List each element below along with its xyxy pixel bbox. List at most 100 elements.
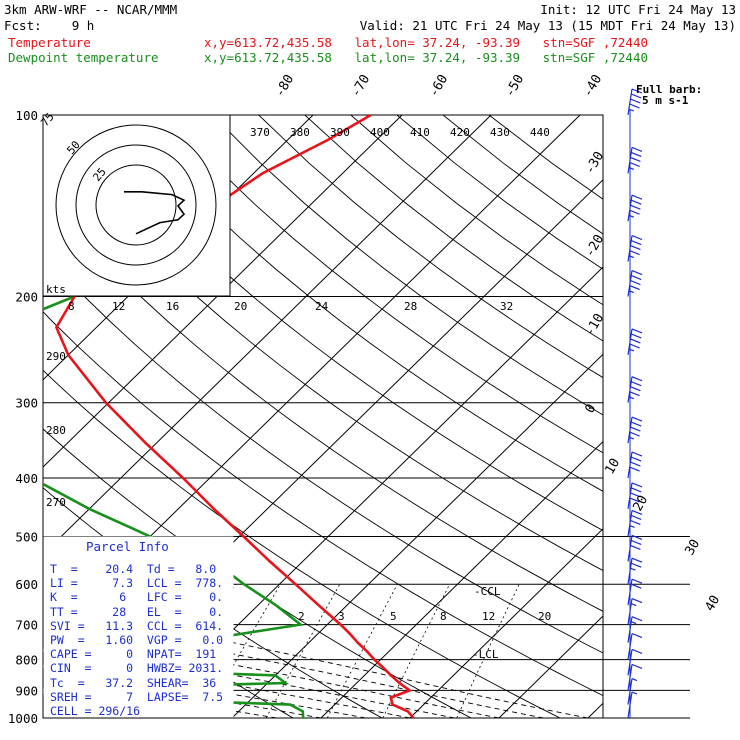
dewpoint-location: x,y=613.72,435.58 lat,lon= 37.24, -93.39… <box>204 50 649 65</box>
wind-barbs <box>627 88 643 719</box>
temperature-legend: Temperature <box>8 35 91 50</box>
wind-barb-staff <box>627 579 633 606</box>
wind-barb-flag <box>631 557 643 563</box>
wind-barb-flag <box>630 562 642 568</box>
dry-adiabat <box>166 115 603 454</box>
wind-barb <box>627 534 643 562</box>
wind-barb <box>627 616 643 643</box>
wind-barb-staff <box>627 235 633 262</box>
isotherm-line <box>231 353 603 718</box>
parcel-info-row: K = 6 LFC = 0. <box>50 590 224 605</box>
wind-barb-half <box>628 348 635 352</box>
parcel-info-box: Parcel Info T = 20.4 Td = 8.0 LI = 7.3 LC… <box>44 538 234 718</box>
wind-barb-flag <box>631 376 643 382</box>
wind-barb-flag <box>629 431 640 437</box>
wind-barb-flag <box>631 269 643 276</box>
wind-barb-half <box>631 691 638 695</box>
wind-barb <box>627 146 643 174</box>
wind-barb-flag <box>630 156 641 162</box>
hodograph-ring <box>55 124 217 286</box>
wind-barb-flag <box>631 451 643 457</box>
wind-barb-staff <box>627 195 633 222</box>
isobar-label: 1000 <box>8 711 38 726</box>
wind-barb <box>627 269 643 297</box>
parcel-info-background <box>43 536 234 718</box>
ccl-label: -CCL <box>474 585 501 598</box>
isobar-label: 800 <box>15 653 38 668</box>
isotherm-label: -40 <box>580 72 605 100</box>
lcl-label: -LCL <box>472 648 499 661</box>
wind-barb <box>627 88 643 116</box>
wind-barb-staff <box>627 616 633 643</box>
wind-barb-half <box>628 214 635 218</box>
isotherm-label: 0 <box>582 402 599 416</box>
wind-barb-flag <box>629 343 640 349</box>
wind-barb <box>627 633 643 660</box>
wind-barb-flag <box>631 648 643 654</box>
wind-barb <box>627 482 643 509</box>
speed-scale-label: 24 <box>315 300 329 313</box>
wind-barb-flag <box>629 284 640 291</box>
wind-barb-flag <box>631 509 643 516</box>
wind-barb-flag <box>631 598 643 604</box>
wind-barb-flag <box>631 194 643 200</box>
wind-barb-flag <box>630 456 642 462</box>
theta-label: 370 <box>250 126 270 139</box>
parcel-info-row: LI = 7.3 LCL = 778. <box>50 576 224 591</box>
wind-barb-half <box>628 166 635 170</box>
parcel-info-row: SVI = 11.3 CCL = 614. <box>50 618 224 633</box>
wind-barb-flag <box>630 274 642 281</box>
wind-barb <box>627 691 638 719</box>
forecast-hour: Fcst: 9 h <box>4 18 95 33</box>
wind-barb-flag <box>630 338 641 344</box>
wind-barb-half <box>631 678 638 682</box>
speed-scale-label: 32 <box>500 300 513 313</box>
speed-scale-label: 20 <box>234 300 247 313</box>
wind-barb <box>627 194 643 222</box>
theta-left-label: 280 <box>46 424 66 437</box>
wind-barb-staff <box>627 147 633 174</box>
wind-barb-staff <box>627 328 633 356</box>
isobar-label: 600 <box>15 577 38 592</box>
moist-adiabat <box>43 604 589 718</box>
wind-barb-flag <box>631 534 643 540</box>
isotherm-label: 30 <box>682 537 703 558</box>
isotherm-label: 40 <box>702 593 723 614</box>
wind-barb-half <box>628 108 635 112</box>
dry-adiabat <box>304 115 603 342</box>
wind-barb-flag <box>630 487 642 493</box>
isotherm-label: -80 <box>272 72 297 100</box>
parcel-info-rows: T = 20.4 Td = 8.0 LI = 7.3 LCL = 778. K = … <box>50 562 223 718</box>
wind-barb-flag <box>631 234 643 241</box>
isotherm-line <box>320 440 603 718</box>
dry-adiabat <box>74 115 603 532</box>
isotherm-line <box>677 115 740 718</box>
wind-barb-staff <box>627 691 633 719</box>
wind-barb-flag <box>629 103 640 109</box>
theta-label: 400 <box>370 126 390 139</box>
wind-barb-flag <box>630 199 642 205</box>
wind-barb-staff <box>627 88 633 116</box>
wind-barb-flag <box>630 492 641 498</box>
valid-time: Valid: 21 UTC Fri 24 May 13 (15 MDT Fri … <box>359 18 736 33</box>
dry-adiabat <box>488 115 603 200</box>
chart-plot-area <box>43 115 415 718</box>
parcel-info-row: Tc = 37.2 SHEAR= 36 <box>50 675 217 690</box>
wind-barb-flag <box>630 421 642 427</box>
parcel-info-row: CELL = 296/16 <box>50 704 141 719</box>
wind-barb-flag <box>630 514 642 521</box>
wind-barb-flag <box>631 578 643 584</box>
wind-barb-flag <box>630 544 641 550</box>
wind-barb-half <box>628 396 635 400</box>
wind-barb <box>627 557 643 585</box>
isotherm-line <box>498 615 603 718</box>
theta-label: 380 <box>290 126 310 139</box>
isotherm-line <box>409 528 603 718</box>
speed-scale-label: 28 <box>404 300 417 313</box>
header: 3km ARW-WRF -- NCAR/MMM Init: 12 UTC Fri… <box>0 0 740 65</box>
wind-barb-flag <box>630 98 641 104</box>
mixing-ratio-label: 5 <box>390 610 397 623</box>
model-title: 3km ARW-WRF -- NCAR/MMM <box>4 2 178 17</box>
isobar-label: 400 <box>15 471 38 486</box>
